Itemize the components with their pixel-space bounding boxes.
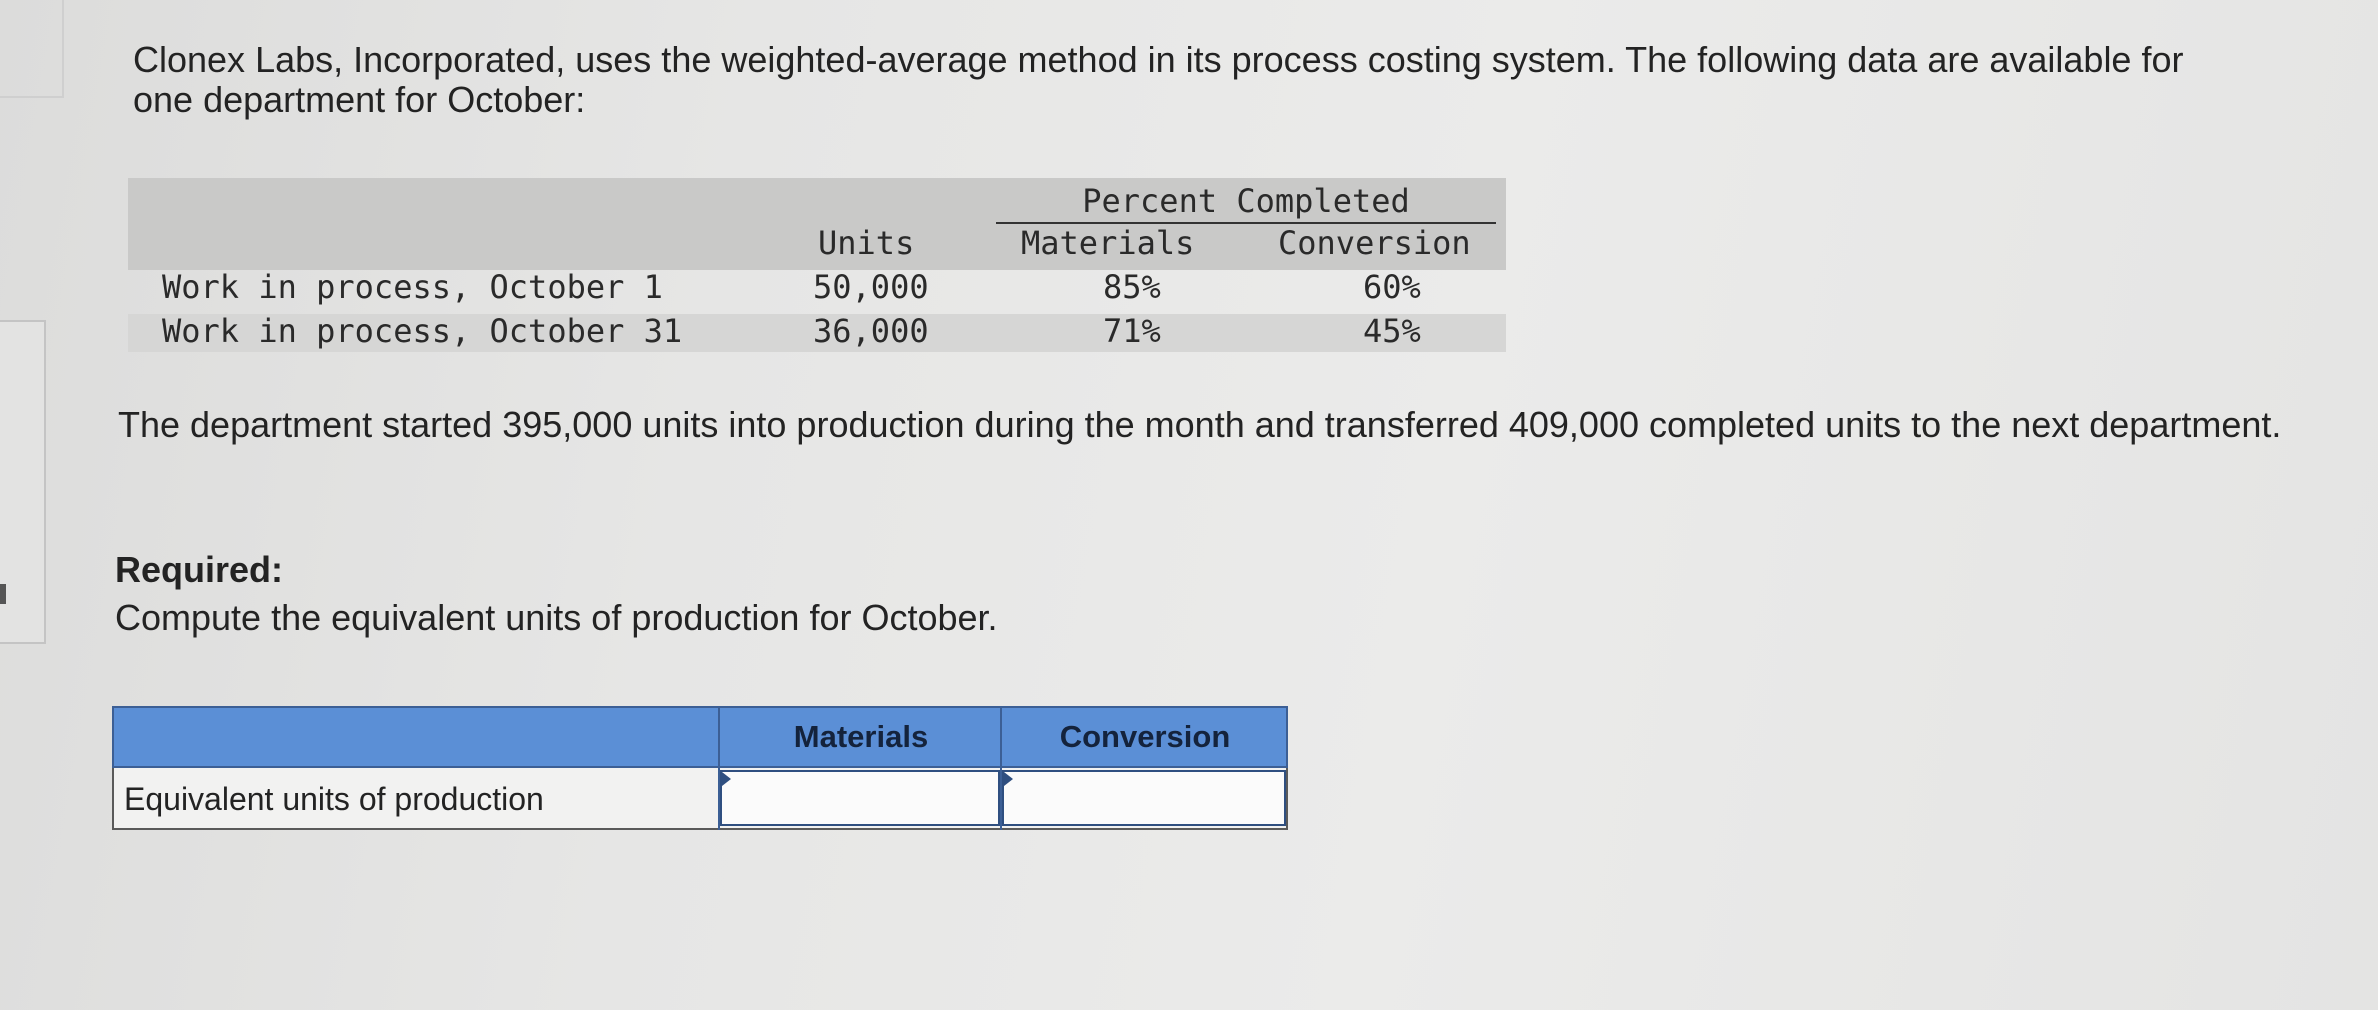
conversion-percent: 45%: [1363, 312, 1421, 350]
problem-intro: Clonex Labs, Incorporated, uses the weig…: [133, 39, 2184, 120]
conversion-column-header: Conversion: [1278, 224, 1471, 262]
row-label: Work in process, October 31: [162, 312, 683, 350]
column-divider: [1000, 706, 1002, 830]
required-instruction: Compute the equivalent units of producti…: [115, 597, 998, 638]
materials-percent: 71%: [1103, 312, 1161, 350]
conversion-column-header: Conversion: [1059, 719, 1231, 754]
materials-column-header: Materials: [793, 719, 929, 754]
left-panel-marker: [0, 584, 6, 604]
input-marker-icon: [722, 772, 731, 786]
units-column-header: Units: [818, 224, 915, 262]
materials-percent: 85%: [1103, 268, 1161, 306]
required-heading: Required:: [115, 549, 284, 590]
production-paragraph: The department started 395,000 units int…: [118, 404, 2282, 445]
left-panel-edge: [0, 0, 64, 98]
materials-equivalent-units-input[interactable]: [720, 770, 1000, 826]
materials-column-header: Materials: [1021, 224, 1195, 262]
input-marker-icon: [1004, 772, 1013, 786]
percent-completed-header: Percent Completed: [996, 182, 1496, 224]
column-divider: [718, 706, 720, 830]
units-value: 50,000: [813, 268, 929, 306]
answer-table: Materials Conversion Equivalent units of…: [112, 706, 1288, 830]
units-value: 36,000: [813, 312, 929, 350]
data-table-header: [128, 178, 1506, 270]
process-data-table: Percent Completed Units Materials Conver…: [128, 178, 1506, 354]
answer-table-header: [112, 706, 1288, 768]
conversion-percent: 60%: [1363, 268, 1421, 306]
data-table-row-shade: [128, 314, 1506, 352]
left-side-panel: [0, 320, 46, 644]
conversion-equivalent-units-input[interactable]: [1002, 770, 1286, 826]
equivalent-units-label: Equivalent units of production: [124, 781, 544, 817]
row-label: Work in process, October 1: [162, 268, 663, 306]
